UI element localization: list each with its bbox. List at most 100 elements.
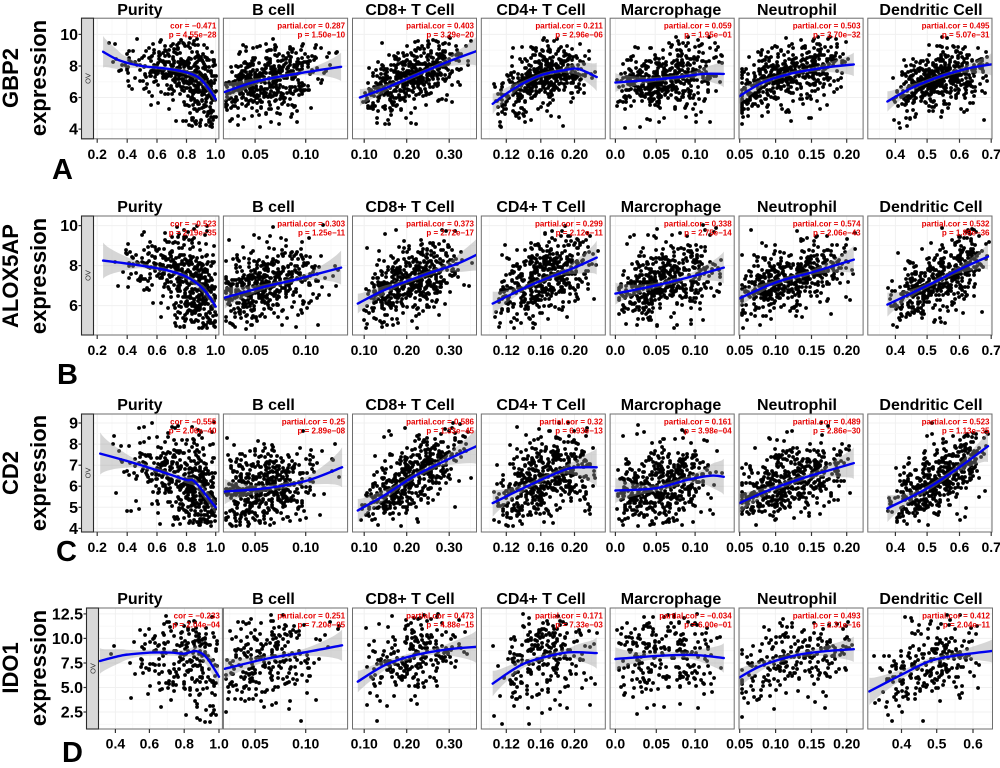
svg-text:p = 3.70e−32: p = 3.70e−32 [813,31,861,40]
svg-text:0.12: 0.12 [493,539,520,555]
svg-text:p = 5.07e−31: p = 5.07e−31 [942,31,990,40]
svg-text:0.4: 0.4 [117,342,137,358]
svg-text:0.15: 0.15 [798,342,825,358]
svg-text:0.20: 0.20 [833,539,860,555]
svg-text:partial.cor = 0.373: partial.cor = 0.373 [406,220,474,229]
svg-text:0.10: 0.10 [762,736,789,752]
svg-text:p = 1.13e−35: p = 1.13e−35 [942,427,990,436]
svg-text:0.8: 0.8 [177,342,197,358]
svg-text:partial.cor = 0.586: partial.cor = 0.586 [406,418,474,427]
svg-text:0.4: 0.4 [886,146,906,162]
svg-text:partial.cor = 0.403: partial.cor = 0.403 [406,22,474,31]
svg-text:partial.cor = 0.473: partial.cor = 0.473 [406,612,474,621]
svg-text:Marcrophage: Marcrophage [621,397,722,414]
svg-text:p = 2.72e−17: p = 2.72e−17 [426,229,474,238]
svg-text:p = 3.29e−20: p = 3.29e−20 [426,31,474,40]
svg-text:CD4+ T Cell: CD4+ T Cell [496,591,585,608]
svg-text:B cell: B cell [252,199,295,216]
svg-text:Dendritic Cell: Dendritic Cell [879,2,982,19]
svg-text:p = 2.04e−04: p = 2.04e−04 [172,621,220,630]
svg-text:partial.cor = 0.211: partial.cor = 0.211 [535,22,603,31]
svg-text:0.4: 0.4 [886,539,906,555]
svg-text:Purity: Purity [117,397,162,414]
svg-text:0.6: 0.6 [147,342,167,358]
svg-text:0.05: 0.05 [643,146,670,162]
svg-text:Purity: Purity [117,2,162,19]
svg-text:0.6: 0.6 [950,146,970,162]
svg-text:cor = −0.233: cor = −0.233 [174,612,221,621]
svg-text:0.2: 0.2 [87,539,107,555]
svg-text:B: B [57,359,78,391]
svg-text:p = 2.06e−40: p = 2.06e−40 [169,427,217,436]
svg-text:0.16: 0.16 [527,146,554,162]
svg-text:8: 8 [69,437,78,454]
svg-text:p = 2.86e−30: p = 2.86e−30 [813,427,861,436]
svg-text:0.6: 0.6 [140,736,160,752]
svg-text:p = 7.20e−05: p = 7.20e−05 [298,621,346,630]
svg-text:0.20: 0.20 [393,736,420,752]
svg-text:0.0: 0.0 [606,539,626,555]
svg-text:7: 7 [69,458,78,475]
svg-text:0.10: 0.10 [351,539,378,555]
svg-text:8: 8 [69,59,78,76]
svg-text:0.4: 0.4 [117,539,137,555]
svg-text:IDO1: IDO1 [0,642,23,693]
svg-text:partial.cor = 0.303: partial.cor = 0.303 [277,220,345,229]
svg-text:0.10: 0.10 [351,342,378,358]
svg-text:0.0: 0.0 [606,342,626,358]
svg-text:p = 6.93e−13: p = 6.93e−13 [555,427,603,436]
svg-text:0.4: 0.4 [892,736,912,752]
svg-text:0.8: 0.8 [174,736,194,752]
svg-text:0.5: 0.5 [917,342,937,358]
svg-text:partial.cor = 0.287: partial.cor = 0.287 [277,22,345,31]
svg-text:Neutrophil: Neutrophil [757,199,837,216]
svg-text:8: 8 [69,258,78,275]
svg-text:0.6: 0.6 [963,736,983,752]
svg-text:p = 2.19e−35: p = 2.19e−35 [169,229,217,238]
svg-text:partial.cor = 0.412: partial.cor = 0.412 [922,612,990,621]
svg-text:10: 10 [60,218,78,235]
svg-text:Neutrophil: Neutrophil [757,2,837,19]
svg-text:1.0: 1.0 [206,539,226,555]
svg-text:0.12: 0.12 [493,342,520,358]
svg-text:0.10: 0.10 [681,539,708,555]
svg-text:partial.cor = 0.489: partial.cor = 0.489 [793,418,861,427]
svg-text:0.7: 0.7 [981,146,1000,162]
svg-text:partial.cor = 0.338: partial.cor = 0.338 [664,220,732,229]
svg-text:0.0: 0.0 [606,736,626,752]
svg-text:0.6: 0.6 [147,539,167,555]
svg-text:0.10: 0.10 [292,736,319,752]
svg-text:D: D [62,737,83,768]
svg-text:partial.cor = 0.493: partial.cor = 0.493 [793,612,861,621]
svg-text:2.5: 2.5 [61,705,83,722]
svg-text:p = 2.75e−14: p = 2.75e−14 [684,229,732,238]
svg-text:0.15: 0.15 [798,539,825,555]
svg-text:expression: expression [26,415,51,531]
svg-text:10: 10 [60,27,78,44]
svg-text:expression: expression [26,20,51,136]
svg-text:0.10: 0.10 [292,539,319,555]
svg-text:12.5: 12.5 [52,606,83,623]
svg-text:OV: OV [84,468,93,479]
svg-text:Neutrophil: Neutrophil [757,591,837,608]
svg-text:0.05: 0.05 [726,342,753,358]
svg-text:0.4: 0.4 [117,146,137,162]
svg-text:0.20: 0.20 [833,146,860,162]
svg-text:0.10: 0.10 [762,342,789,358]
svg-text:Purity: Purity [117,199,162,216]
svg-text:p = 2.96e−06: p = 2.96e−06 [555,31,603,40]
svg-text:OV: OV [89,663,98,674]
svg-text:0.10: 0.10 [681,146,708,162]
svg-text:p = 1.89e−36: p = 1.89e−36 [942,229,990,238]
svg-text:Marcrophage: Marcrophage [621,591,722,608]
svg-text:p = 1.25e−11: p = 1.25e−11 [298,229,346,238]
svg-text:1.0: 1.0 [206,146,226,162]
svg-text:7.5: 7.5 [61,656,83,673]
svg-text:p = 6.00e−01: p = 6.00e−01 [684,621,732,630]
svg-text:p = 2.31e−16: p = 2.31e−16 [813,621,861,630]
svg-text:partial.cor = 0.532: partial.cor = 0.532 [922,220,990,229]
svg-text:partial.cor = 0.574: partial.cor = 0.574 [793,220,861,229]
svg-text:1.0: 1.0 [209,736,229,752]
svg-text:0.10: 0.10 [292,146,319,162]
svg-text:partial.cor = 0.503: partial.cor = 0.503 [793,22,861,31]
